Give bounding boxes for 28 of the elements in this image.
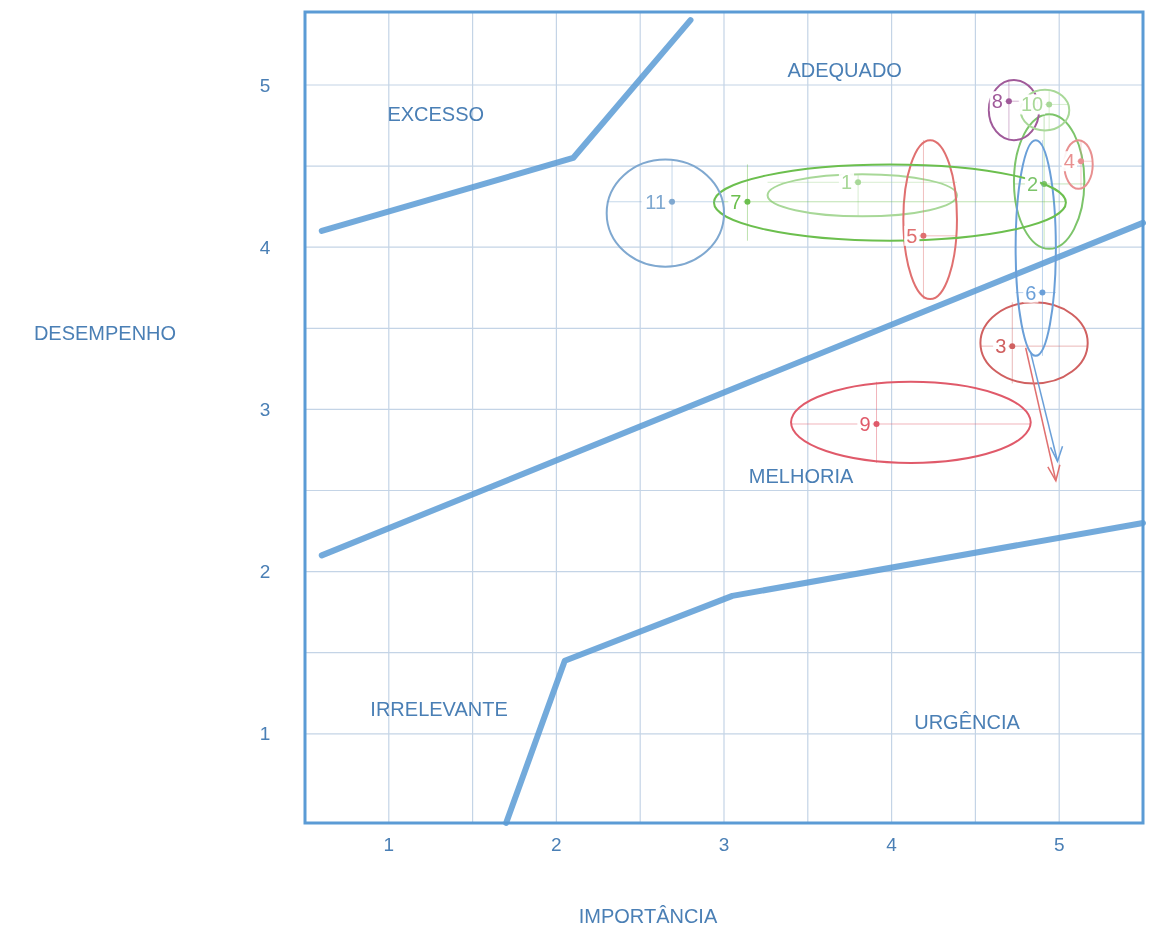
x-tick-label: 5: [1053, 834, 1065, 855]
annotation: ADEQUADO: [787, 59, 902, 82]
y-tick-label: 2: [259, 561, 271, 583]
annotation: EXCESSO: [387, 103, 485, 126]
series-label: 3: [995, 335, 1007, 358]
annotation: URGÊNCIA: [914, 711, 1021, 734]
series-label: 6: [1025, 281, 1037, 304]
series-label: 9: [859, 412, 871, 435]
y-tick-label: 5: [259, 74, 271, 96]
x-tick-label: 1: [383, 834, 395, 855]
series-label: 7: [730, 190, 742, 213]
annotation: MELHORIA: [748, 464, 854, 487]
series-label: 10: [1020, 93, 1044, 116]
series-label: 5: [906, 224, 918, 247]
x-tick-label: 2: [551, 834, 562, 855]
annotation: IRRELEVANTE: [370, 698, 508, 721]
x-axis-title: IMPORTÂNCIA: [578, 905, 718, 927]
series-label: 1: [840, 171, 853, 194]
x-tick-label: 4: [886, 834, 898, 855]
series-label: 4: [1063, 150, 1075, 173]
y-axis-title: DESEMPENHO: [33, 322, 177, 344]
y-tick-label: 3: [259, 399, 271, 421]
y-tick-label: 1: [259, 723, 271, 745]
y-tick-label: 4: [259, 236, 271, 258]
series-label: 11: [645, 190, 667, 213]
series-label: 8: [991, 90, 1003, 113]
x-tick-label: 3: [718, 834, 730, 855]
series-label: 2: [1026, 172, 1039, 195]
